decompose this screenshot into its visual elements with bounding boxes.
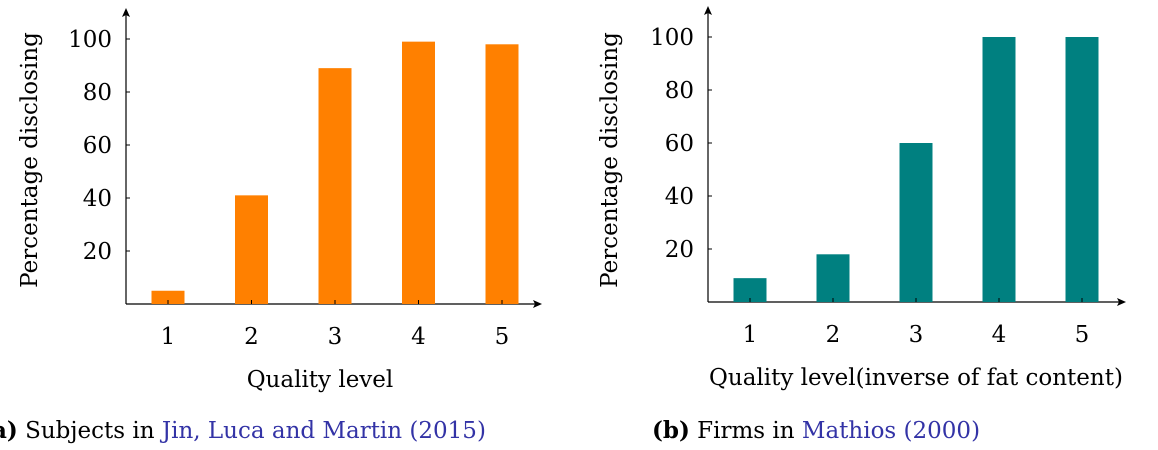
chart-b-bar (733, 278, 767, 302)
chart-a: 20 40 60 80 100 1 2 3 4 5 Quality level Percentage … (17, 8, 542, 393)
caption-b-letter: (b) (652, 417, 690, 444)
caption-a-cite-year[interactable]: 2015 (418, 418, 477, 444)
chart-b-xtick-label: 4 (992, 322, 1007, 348)
chart-a-ytick-label: 100 (68, 27, 112, 53)
chart-a-xtick-label: 1 (161, 324, 176, 350)
chart-b-xtick-label: 3 (909, 322, 924, 348)
chart-b: 20 40 60 80 100 1 2 3 4 5 Quality level(inverse of… (597, 6, 1126, 391)
chart-b-ylabel: Percentage disclosing (597, 32, 623, 288)
caption-b-text: Firms in (697, 418, 802, 444)
caption-b: (b) Firms in Mathios (2000) (652, 417, 981, 445)
chart-b-bar (899, 143, 933, 302)
chart-b-ytick-label: 100 (650, 25, 694, 51)
chart-a-xtick-label: 4 (411, 324, 426, 350)
chart-a-bar (318, 68, 352, 305)
chart-a-xtick-label: 5 (495, 324, 510, 350)
caption-a: a) Subjects in Jin, Luca and Martin (201… (0, 417, 486, 445)
chart-b-ytick-label: 40 (665, 184, 694, 210)
caption-a-letter: a) (0, 417, 18, 444)
chart-a-ytick-label: 60 (83, 133, 112, 159)
chart-a-ytick-label: 20 (83, 239, 112, 265)
chart-a-bar (235, 195, 268, 304)
chart-b-bar (1065, 37, 1099, 302)
caption-a-cite-authors[interactable]: Jin, Luca and Martin (161, 418, 403, 444)
chart-b-xtick-label: 2 (826, 322, 841, 348)
chart-b-ytick-label: 80 (665, 78, 694, 104)
chart-b-bar (816, 254, 850, 302)
chart-a-ytick-label: 80 (83, 80, 112, 106)
chart-a-y-axis-arrow (122, 8, 130, 17)
chart-b-x-axis-arrow (1117, 298, 1126, 306)
chart-a-x-axis-arrow (533, 300, 542, 308)
chart-a-xtick-label: 3 (328, 324, 343, 350)
chart-a-bar (151, 290, 185, 304)
chart-b-xtick-label: 1 (743, 322, 758, 348)
caption-a-text: Subjects in (25, 418, 162, 444)
chart-a-xlabel: Quality level (247, 367, 394, 393)
chart-b-xtick-label: 5 (1075, 322, 1090, 348)
chart-a-ytick-label: 40 (83, 186, 112, 212)
chart-b-ytick-label: 60 (665, 131, 694, 157)
chart-a-xtick-label: 2 (244, 324, 259, 350)
chart-a-bar (485, 44, 519, 305)
caption-b-cite-authors[interactable]: Mathios (801, 418, 897, 444)
caption-b-cite-year[interactable]: 2000 (912, 418, 972, 444)
chart-a-bar (402, 41, 435, 305)
chart-b-ytick-label: 20 (665, 237, 694, 263)
chart-b-xlabel: Quality level(inverse of fat content) (709, 365, 1123, 391)
chart-a-ylabel: Percentage disclosing (17, 32, 43, 288)
chart-b-bar (982, 37, 1016, 302)
chart-b-y-axis-arrow (704, 6, 712, 15)
